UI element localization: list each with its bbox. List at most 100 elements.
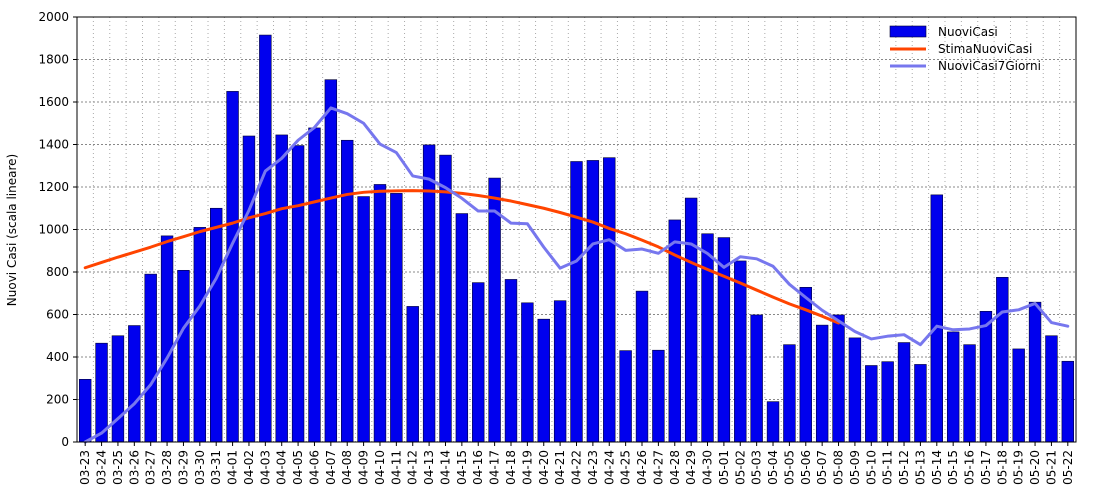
x-tick-label: 04-13: [422, 450, 436, 485]
x-tick-label: 03-29: [176, 450, 190, 485]
x-tick-label: 04-12: [406, 450, 420, 485]
x-tick-label: 03-31: [209, 450, 223, 485]
y-tick-labels: 0 200 400 600 800 1000 1200 1400 1600 1800 2000: [38, 10, 69, 449]
bar: [1061, 360, 1075, 443]
bar: [488, 177, 501, 443]
bar: [373, 184, 387, 443]
legend: NuoviCasi StimaNuoviCasi NuoviCasi7Giorni: [889, 25, 1041, 73]
x-tick-label: 04-25: [619, 450, 633, 485]
x-tick-label: 04-22: [570, 450, 584, 485]
x-tick-label: 05-07: [815, 450, 829, 485]
x-tick-label: 04-05: [291, 450, 305, 485]
bar: [553, 300, 567, 443]
x-tick-label: 05-08: [832, 450, 846, 485]
bar: [504, 279, 518, 443]
x-tick-label: 05-14: [930, 450, 944, 485]
x-tick-label: 05-11: [881, 450, 895, 485]
bar: [357, 196, 370, 443]
bar: [586, 160, 600, 443]
bar: [832, 314, 845, 443]
x-tick-label: 04-07: [324, 450, 338, 485]
x-tick-label: 05-22: [1061, 450, 1075, 485]
axes: [73, 16, 1077, 446]
bar: [1045, 335, 1058, 443]
x-tick-label: 05-20: [1028, 450, 1042, 485]
x-tick-label: 04-28: [668, 450, 682, 485]
x-tick-label: 05-03: [750, 450, 764, 485]
bar: [865, 365, 878, 443]
bar: [979, 311, 993, 443]
bar: [946, 331, 960, 443]
bar: [78, 379, 92, 443]
x-tick-label: 05-18: [995, 450, 1009, 485]
x-tick-label: 05-15: [946, 450, 960, 485]
bar: [881, 361, 894, 443]
bar: [914, 364, 927, 443]
x-tick-label: 04-16: [471, 450, 485, 485]
bar: [111, 335, 125, 443]
x-tick-label: 04-09: [357, 450, 371, 485]
x-tick-label: 04-18: [504, 450, 518, 485]
bar: [308, 127, 321, 443]
y-tick-label: 600: [46, 308, 69, 322]
y-tick-label: 1200: [38, 180, 69, 194]
x-tick-label: 03-26: [127, 450, 141, 485]
bar: [160, 235, 174, 443]
y-tick-label: 1000: [38, 223, 69, 237]
bar: [766, 401, 780, 443]
y-tick-label: 0: [61, 435, 69, 449]
x-tick-label: 04-19: [520, 450, 534, 485]
x-tick-label: 04-24: [602, 450, 616, 485]
x-tick-label: 05-10: [864, 450, 878, 485]
x-tick-label: 04-11: [389, 450, 403, 485]
bar: [1012, 348, 1025, 443]
y-axis-label: Nuovi Casi (scala lineare): [5, 154, 19, 306]
x-tick-labels: 03-23 03-24 03-25 03-26 03-27 03-28 03-29 03-30…: [78, 450, 1075, 485]
bar: [472, 282, 485, 443]
bar: [390, 193, 403, 443]
x-tick-label: 05-06: [799, 450, 813, 485]
bar: [848, 337, 862, 443]
x-tick-label: 04-27: [651, 450, 665, 485]
x-tick-label: 04-21: [553, 450, 567, 485]
series-line-StimaNuoviCasi: [83, 189, 841, 325]
x-tick-label: 03-28: [160, 450, 174, 485]
bar: [537, 318, 550, 443]
y-tick-label: 2000: [38, 10, 69, 24]
x-tick-label: 04-08: [340, 450, 354, 485]
x-tick-label: 04-26: [635, 450, 649, 485]
legend-label: StimaNuoviCasi: [938, 42, 1032, 56]
x-tick-label: 04-15: [455, 450, 469, 485]
bar: [570, 161, 583, 443]
y-tick-label: 800: [46, 265, 69, 279]
bar: [635, 290, 649, 443]
legend-label: NuoviCasi: [938, 25, 998, 39]
bar: [652, 349, 665, 443]
x-tick-label: 04-30: [701, 450, 715, 485]
y-tick-label: 400: [46, 350, 69, 364]
bar: [750, 314, 763, 443]
bar: [439, 154, 452, 443]
bar: [897, 342, 911, 443]
bar: [259, 34, 272, 443]
y-tick-label: 200: [46, 393, 69, 407]
x-tick-label: 03-24: [95, 450, 109, 485]
x-tick-label: 03-30: [193, 450, 207, 485]
x-tick-label: 04-17: [488, 450, 502, 485]
bar: [406, 306, 419, 443]
bar: [684, 197, 698, 443]
bar: [128, 325, 141, 443]
bar: [815, 324, 829, 443]
legend-label: NuoviCasi7Giorni: [938, 59, 1041, 73]
x-tick-label: 05-21: [1044, 450, 1058, 485]
x-tick-label: 04-10: [373, 450, 387, 485]
x-tick-label: 05-05: [782, 450, 796, 485]
line-series: [83, 106, 1070, 444]
x-tick-label: 04-04: [275, 450, 289, 485]
bar: [963, 344, 976, 443]
x-tick-label: 03-23: [78, 450, 92, 485]
x-tick-label: 05-17: [979, 450, 993, 485]
x-tick-label: 03-25: [111, 450, 125, 485]
bar: [603, 157, 616, 443]
